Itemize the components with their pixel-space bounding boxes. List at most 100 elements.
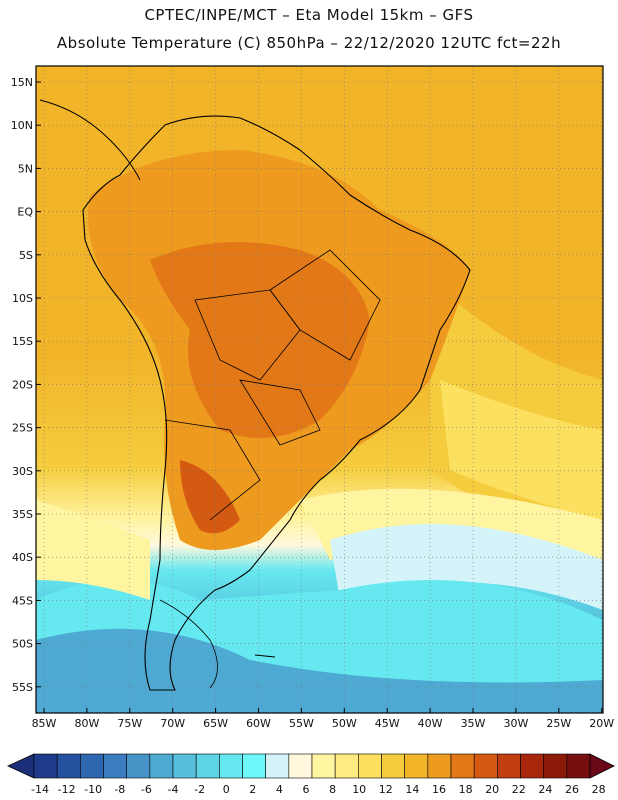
lat-tick-label: 5S bbox=[19, 249, 33, 262]
lon-tick-label: 55W bbox=[289, 717, 314, 730]
colorbar-swatch bbox=[103, 753, 127, 779]
central-america-coastline bbox=[39, 99, 141, 181]
colorbar-swatch bbox=[427, 753, 452, 779]
country-border-1 bbox=[194, 289, 301, 381]
lat-tick-label: 30S bbox=[12, 465, 33, 478]
colorbar-label: 12 bbox=[379, 783, 393, 796]
colorbar-label: 14 bbox=[405, 783, 419, 796]
colorbar-label: 20 bbox=[485, 783, 499, 796]
colorbar-label: -8 bbox=[114, 783, 125, 796]
field-land-hottest bbox=[180, 460, 240, 534]
colorbar-swatch bbox=[288, 753, 313, 779]
lon-tick-label: 30W bbox=[503, 717, 528, 730]
lat-tick-label: 15N bbox=[11, 76, 33, 89]
colorbar: -14 -12 -10 -8 -6 -4 -2 0 2 4 6 8 10 12 14 16 18 20 22 24 26… bbox=[7, 753, 615, 796]
colorbar-swatch bbox=[520, 753, 544, 779]
colorbar-swatch bbox=[172, 753, 197, 779]
field-land-hot bbox=[150, 242, 370, 438]
colorbar-label: 10 bbox=[352, 783, 366, 796]
field-ocean-east-cool bbox=[440, 380, 603, 520]
colorbar-label: -12 bbox=[58, 783, 76, 796]
colorbar-label: 18 bbox=[459, 783, 473, 796]
falkland-islands bbox=[254, 654, 276, 658]
colorbar-swatch bbox=[358, 753, 382, 779]
colorbar-under-arrow bbox=[7, 753, 35, 779]
colorbar-swatch bbox=[404, 753, 429, 779]
lat-tick-label: 10S bbox=[12, 292, 33, 305]
colorbar-label: -2 bbox=[194, 783, 205, 796]
colorbar-label: -6 bbox=[141, 783, 152, 796]
lon-tick-label: 25W bbox=[546, 717, 571, 730]
colorbar-swatch bbox=[311, 753, 336, 779]
lat-tick-label: 55S bbox=[12, 681, 33, 694]
lon-tick-label: 65W bbox=[203, 717, 228, 730]
lon-tick-label: 50W bbox=[332, 717, 357, 730]
lon-tick-label: 20W bbox=[589, 717, 614, 730]
colorbar-swatch bbox=[242, 753, 266, 779]
country-border-3 bbox=[239, 379, 321, 446]
colorbar-swatch bbox=[334, 753, 359, 779]
map-frame bbox=[35, 65, 604, 714]
lat-tick-label: 20S bbox=[12, 378, 33, 391]
colorbar-label: 22 bbox=[512, 783, 526, 796]
lat-tick-label: 50S bbox=[12, 638, 33, 651]
lat-tick-label: 40S bbox=[12, 551, 33, 564]
lon-tick-label: 60W bbox=[246, 717, 271, 730]
colorbar-label: 28 bbox=[592, 783, 606, 796]
lat-tick-label: 35S bbox=[12, 508, 33, 521]
colorbar-swatch bbox=[80, 753, 104, 779]
field-cold-band bbox=[330, 524, 603, 610]
map-field bbox=[36, 66, 603, 713]
lon-tick-label: 45W bbox=[375, 717, 400, 730]
colorbar-swatch bbox=[497, 753, 521, 779]
colorbar-swatch bbox=[450, 753, 475, 779]
colorbar-label: 24 bbox=[538, 783, 552, 796]
country-border-2 bbox=[269, 249, 381, 361]
colorbar-swatch bbox=[126, 753, 151, 779]
lat-lon-grid bbox=[36, 66, 603, 713]
colorbar-label: 6 bbox=[303, 783, 310, 796]
colorbar-swatch bbox=[381, 753, 405, 779]
lat-tick-label: 25S bbox=[12, 422, 33, 435]
colorbar-swatch bbox=[543, 753, 568, 779]
colorbar-swatch bbox=[566, 753, 591, 779]
colorbar-label: 4 bbox=[276, 783, 283, 796]
colorbar-label: -14 bbox=[31, 783, 49, 796]
lon-tick-label: 35W bbox=[461, 717, 486, 730]
colorbar-swatch bbox=[195, 753, 220, 779]
colorbar-label: -4 bbox=[168, 783, 179, 796]
lat-tick-label: 5N bbox=[18, 162, 33, 175]
field-coldest-south bbox=[36, 628, 603, 713]
lon-tick-label: 40W bbox=[418, 717, 443, 730]
colorbar-swatch bbox=[56, 753, 81, 779]
map-title-line1: CPTEC/INPE/MCT – Eta Model 15km – GFS bbox=[144, 6, 474, 24]
patagonia-islands bbox=[159, 599, 218, 689]
lat-tick-label: 15S bbox=[12, 335, 33, 348]
lat-tick-label: 45S bbox=[12, 594, 33, 607]
lat-tick-label: EQ bbox=[17, 206, 33, 219]
lon-tick-label: 70W bbox=[160, 717, 185, 730]
south-america-coastline bbox=[82, 115, 471, 691]
colorbar-swatch bbox=[219, 753, 243, 779]
map-title-line2: Absolute Temperature (C) 850hPa – 22/12/… bbox=[56, 34, 562, 52]
colorbar-swatch bbox=[265, 753, 290, 779]
country-border-4 bbox=[164, 419, 261, 521]
colorbar-label: 2 bbox=[249, 783, 256, 796]
colorbar-label: -10 bbox=[84, 783, 102, 796]
colorbar-label: 0 bbox=[223, 783, 230, 796]
latitude-ticks: 15N 10N 5N EQ 5S 10S 15S 20S 25S 30S 35S 40S 45S 50S 5… bbox=[11, 76, 41, 694]
lon-tick-label: 75W bbox=[117, 717, 142, 730]
colorbar-over-arrow bbox=[589, 753, 615, 779]
colorbar-swatch bbox=[33, 753, 58, 779]
colorbar-swatch bbox=[149, 753, 174, 779]
lon-tick-label: 80W bbox=[74, 717, 99, 730]
lon-tick-label: 85W bbox=[32, 717, 57, 730]
field-pacific-cool bbox=[36, 500, 150, 600]
colorbar-swatch bbox=[473, 753, 498, 779]
longitude-ticks: 85W 80W 75W 70W 65W 60W 55W 50W 45W 40W 35W 30W 25W 2… bbox=[32, 708, 614, 730]
colorbar-label: 16 bbox=[432, 783, 446, 796]
colorbar-label: 8 bbox=[329, 783, 336, 796]
lat-tick-label: 10N bbox=[11, 119, 33, 132]
colorbar-label: 26 bbox=[565, 783, 579, 796]
